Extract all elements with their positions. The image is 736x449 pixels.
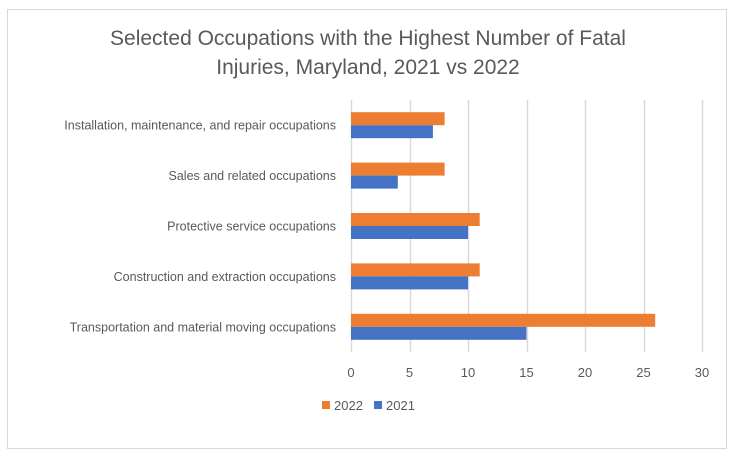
x-tick-label-0: 0 [347, 365, 354, 380]
legend-swatch-2022 [322, 401, 330, 409]
bar-2021-1 [351, 125, 433, 139]
category-label: Transportation and material moving occup… [70, 320, 336, 334]
bar-2021-2 [351, 175, 398, 189]
x-tick-label-5: 5 [406, 365, 413, 380]
category-label: Sales and related occupations [169, 169, 336, 183]
bar-2022-2 [351, 162, 445, 176]
legend-swatch-2021 [374, 401, 382, 409]
bar-chart: 0 5 10 15 20 25 30 Installation, maintenance, a… [64, 100, 709, 413]
x-tick-label-20: 20 [578, 365, 592, 380]
legend-label-2022: 2022 [334, 398, 363, 413]
bar-2022-1 [351, 112, 445, 126]
chart-title-line-2: Injuries, Maryland, 2021 vs 2022 [216, 56, 520, 79]
bar-2022-3 [351, 213, 480, 226]
x-tick-label-25: 25 [636, 365, 650, 380]
bar-2021-3 [351, 226, 468, 239]
bar-2022-4 [351, 263, 480, 277]
bar-2021-4 [351, 276, 468, 290]
bar-2021-5 [351, 326, 527, 340]
category-label: Installation, maintenance, and repair oc… [64, 119, 336, 133]
x-tick-label-15: 15 [519, 365, 533, 380]
chart-title: Selected Occupations with the Highest Nu… [0, 24, 736, 82]
x-tick-label-10: 10 [461, 365, 475, 380]
x-tick-label-30: 30 [695, 365, 709, 380]
legend-label-2021: 2021 [386, 398, 415, 413]
bar-2022-5 [351, 313, 656, 327]
chart-title-line-1: Selected Occupations with the Highest Nu… [110, 27, 626, 50]
category-label: Protective service occupations [167, 220, 336, 234]
category-label: Construction and extraction occupations [114, 270, 336, 284]
